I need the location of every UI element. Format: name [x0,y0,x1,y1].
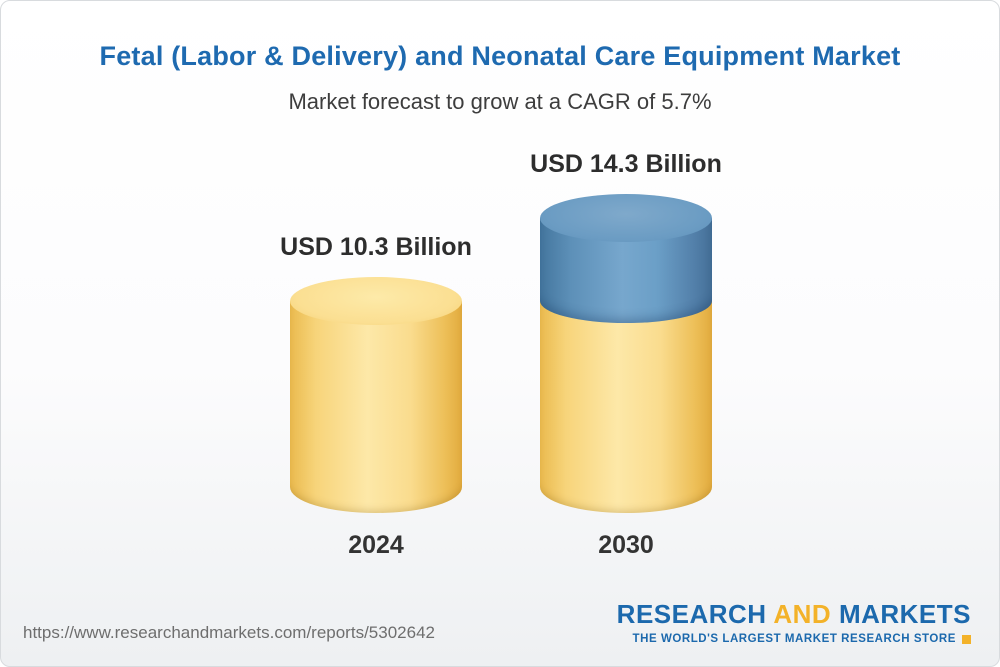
bar-2024 [290,277,462,537]
research-and-markets-logo: RESEARCH AND MARKETS THE WORLD'S LARGEST… [617,599,971,645]
page-subtitle: Market forecast to grow at a CAGR of 5.7… [288,89,712,114]
bar-2030 [540,194,712,537]
logo-wordmark: RESEARCH AND MARKETS [617,599,971,630]
value-label-2024: USD 10.3 Billion [280,233,472,261]
logo-markets: MARKETS [838,599,971,629]
logo-and: AND [773,599,832,629]
axis-label-2024: 2024 [348,531,404,559]
logo-research: RESEARCH [616,599,767,629]
bar-2024-body [290,301,462,513]
bar-2024-base-segment [290,301,462,513]
footer-url: https://www.researchandmarkets.com/repor… [23,623,435,642]
value-label-2030: USD 14.3 Billion [530,150,722,178]
page-title: Fetal (Labor & Delivery) and Neonatal Ca… [99,41,901,71]
logo-tagline: THE WORLD'S LARGEST MARKET RESEARCH STOR… [617,633,971,645]
axis-label-2030: 2030 [598,531,654,559]
logo-tagline-text: THE WORLD'S LARGEST MARKET RESEARCH STOR… [632,633,956,645]
logo-tagline-square-icon [962,634,971,644]
bar-2030-top-ellipse [540,194,712,242]
bar-2024-top-ellipse [290,277,462,325]
bar-2030-base-segment [540,301,712,513]
bar-2030-body [540,218,712,513]
